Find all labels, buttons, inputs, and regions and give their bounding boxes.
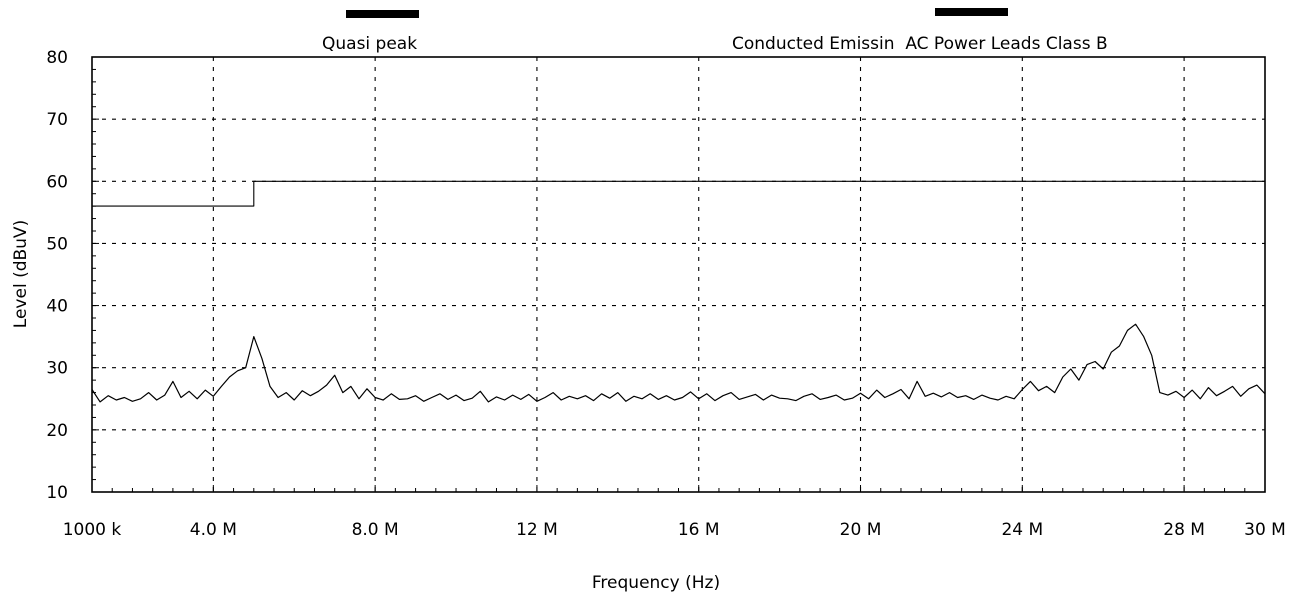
series-layer — [91, 180, 1266, 403]
y-axis-title: Level (dBuV) — [11, 220, 31, 328]
x-tick-labels: 1000 k 4.0 M 8.0 M 12 M 16 M 20 M 24 M 28 M 30 M — [63, 520, 1286, 540]
y-tick-label: 10 — [46, 483, 68, 503]
y-tick-label: 60 — [46, 172, 68, 192]
minor-ticks — [91, 56, 1266, 493]
x-tick-label: 8.0 M — [352, 520, 399, 540]
x-tick-label: 12 M — [516, 520, 558, 540]
x-tick-label: 24 M — [1001, 520, 1043, 540]
y-tick-label: 30 — [46, 359, 68, 379]
x-tick-label: 4.0 M — [190, 520, 237, 540]
x-tick-label: 20 M — [840, 520, 882, 540]
legend-label-quasi-peak: Quasi peak — [322, 34, 417, 54]
limit-line-series — [92, 180, 1265, 207]
legend-swatch-class-b — [935, 8, 1008, 16]
plot-frame — [91, 56, 1266, 493]
y-tick-label: 40 — [46, 297, 68, 317]
legend-label-class-b: Conducted Emissin AC Power Leads Class B — [732, 34, 1108, 54]
legend-swatch-quasi-peak — [346, 10, 419, 18]
measurement-series — [91, 323, 1266, 403]
x-tick-label: 16 M — [678, 520, 720, 540]
y-tick-label: 80 — [46, 48, 68, 68]
x-axis-title: Frequency (Hz) — [592, 573, 720, 593]
y-tick-label: 70 — [46, 110, 68, 130]
x-tick-label: 1000 k — [63, 520, 122, 540]
y-tick-labels: 10 20 30 40 50 60 70 80 — [46, 48, 68, 503]
y-tick-label: 50 — [46, 234, 68, 254]
x-tick-label: 30 M — [1244, 520, 1286, 540]
y-tick-label: 20 — [46, 421, 68, 441]
grid-lines — [92, 57, 1265, 492]
x-tick-label: 28 M — [1163, 520, 1205, 540]
